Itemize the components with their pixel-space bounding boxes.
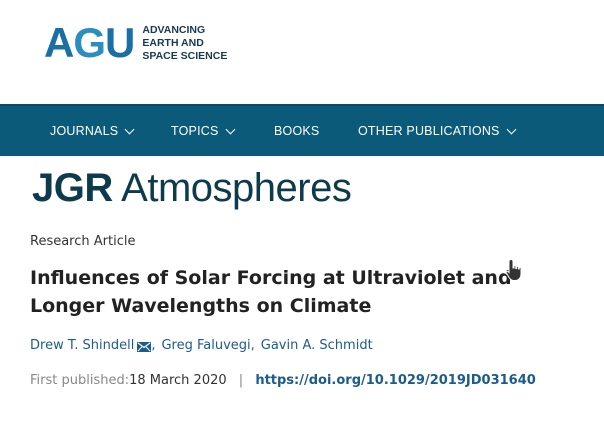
nav-books-label: BOOKS [274, 124, 320, 138]
nav-topics[interactable]: TOPICS [171, 106, 235, 156]
author-link[interactable]: Greg Faluvegi [161, 338, 251, 353]
logo-letter-u: U [105, 19, 135, 66]
author-list: Drew T. Shindell , Greg Faluvegi , Gavin… [30, 338, 373, 353]
journal-title-bold: JGR [32, 166, 113, 210]
agu-logo-mark: AGU [44, 19, 135, 66]
logo-letter-a: A [44, 19, 74, 66]
agu-logo-tagline: ADVANCING EARTH AND SPACE SCIENCE [142, 24, 227, 63]
journal-title-rest: Atmospheres [112, 166, 352, 210]
chevron-down-icon [124, 124, 135, 134]
first-published-date: 18 March 2020 [129, 373, 227, 388]
author-link[interactable]: Drew T. Shindell [30, 338, 135, 353]
nav-other-publications[interactable]: OTHER PUBLICATIONS [358, 106, 517, 156]
nav-journals-label: JOURNALS [50, 124, 119, 138]
article-type: Research Article [30, 234, 136, 249]
tagline-line-3: SPACE SCIENCE [142, 49, 228, 62]
publication-info: First published:18 March 2020 | https://… [30, 373, 536, 388]
nav-books[interactable]: BOOKS [274, 106, 319, 156]
article-title: Influences of Solar Forcing at Ultraviol… [30, 267, 512, 317]
author-link[interactable]: Gavin A. Schmidt [260, 338, 373, 353]
hand-pointer-icon [505, 258, 522, 281]
envelope-icon[interactable] [137, 342, 152, 352]
author-separator: , [250, 338, 255, 353]
journal-title[interactable]: JGR Atmospheres [32, 166, 352, 211]
tagline-line-2: EARTH AND [142, 36, 204, 49]
doi-link[interactable]: https://doi.org/10.1029/2019JD031640 [255, 373, 536, 388]
chevron-down-icon [225, 124, 235, 134]
tagline-line-1: ADVANCING [142, 23, 206, 36]
main-navbar: JOURNALS TOPICS BOOKS OTHER PUBLICATIONS [0, 104, 604, 156]
divider: | [238, 373, 244, 388]
author-separator: , [151, 338, 156, 353]
nav-other-publications-label: OTHER PUBLICATIONS [358, 124, 500, 138]
agu-logo[interactable]: AGU ADVANCING EARTH AND SPACE SCIENCE [44, 18, 227, 68]
chevron-down-icon [506, 124, 517, 134]
nav-topics-label: TOPICS [171, 124, 219, 138]
nav-journals[interactable]: JOURNALS [50, 106, 135, 156]
logo-letter-g: G [73, 19, 106, 66]
first-published-label: First published: [30, 373, 130, 388]
